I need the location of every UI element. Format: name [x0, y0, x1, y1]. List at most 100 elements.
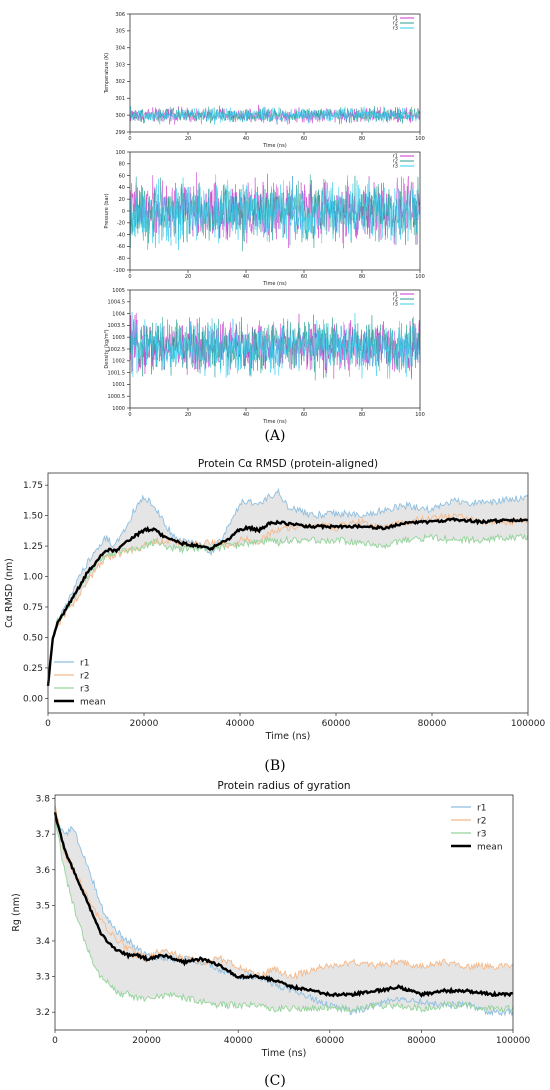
legend-label: r1 [393, 154, 398, 160]
legend-label: r3 [393, 164, 398, 170]
y-tick-label: 3.3 [36, 973, 50, 983]
y-tick-label: -40 [117, 232, 125, 238]
y-tick-label: 306 [115, 12, 125, 18]
x-tick-label: 0 [128, 136, 131, 142]
x-tick-label: 40 [243, 274, 249, 280]
legend-label: r1 [477, 804, 486, 814]
series-line-r3 [129, 106, 421, 125]
y-tick-label: 20 [119, 197, 125, 203]
x-tick-label: 60 [301, 274, 307, 280]
legend-label: r3 [393, 26, 398, 32]
x-tick-label: 100 [415, 136, 425, 142]
x-axis-label: Time (ns) [262, 143, 287, 149]
y-tick-label: -100 [114, 268, 125, 274]
x-tick-label: 0 [52, 1036, 58, 1046]
legend-label: r1 [393, 16, 398, 22]
y-tick-label: 299 [115, 130, 125, 136]
caption-a: (A) [264, 428, 285, 444]
x-tick-label: 0 [128, 412, 131, 418]
y-tick-label: -20 [117, 221, 125, 227]
series-line-r2 [47, 512, 529, 686]
x-axis-label: Time (ns) [262, 281, 287, 287]
legend-label: r2 [393, 21, 398, 27]
y-tick-label: 301 [115, 96, 125, 102]
x-tick-label: 80000 [407, 1036, 436, 1046]
plot-frame-C [54, 794, 514, 1031]
x-tick-label: 40000 [226, 719, 255, 729]
legend-label: r1 [80, 659, 89, 669]
plot-frame-B [47, 472, 529, 714]
legend-label: r3 [80, 685, 89, 695]
x-tick-label: 20 [185, 274, 191, 280]
x-tick-label: 80 [359, 412, 365, 418]
series-line-r1 [54, 814, 514, 1017]
minmax-band [55, 804, 513, 1016]
y-tick-label: 80 [119, 162, 125, 168]
y-axis-label: Rg (nm) [11, 893, 22, 931]
y-tick-label: 0.00 [23, 694, 43, 704]
x-tick-label: 60000 [315, 1036, 344, 1046]
series-line-r3 [54, 815, 514, 1013]
y-axis-label: Temperature (K) [104, 53, 110, 94]
y-tick-label: 1.75 [23, 481, 43, 491]
x-axis-label: Time (ns) [262, 419, 287, 425]
y-tick-label: 0.75 [23, 603, 43, 613]
y-tick-label: 3.4 [36, 937, 51, 947]
legend-label: r3 [477, 830, 486, 840]
x-tick-label: 80 [359, 136, 365, 142]
chart-title: Protein Cα RMSD (protein-aligned) [198, 458, 378, 470]
x-tick-label: 0 [45, 719, 51, 729]
caption-c: (C) [264, 1073, 286, 1089]
y-tick-label: -80 [117, 256, 125, 262]
series-line-r2 [54, 804, 514, 980]
y-tick-label: 3.2 [36, 1008, 50, 1018]
y-tick-label: 305 [115, 29, 125, 35]
x-tick-label: 20 [185, 412, 191, 418]
y-axis-label: Pressure (bar) [104, 193, 110, 228]
y-tick-label: 1.25 [23, 542, 43, 552]
x-axis-label: Time (ns) [261, 1048, 307, 1059]
x-tick-label: 60000 [322, 719, 351, 729]
y-tick-label: 60 [119, 173, 125, 179]
legend-label: r2 [393, 159, 398, 165]
y-tick-label: 3.5 [36, 901, 50, 911]
legend-label: r2 [477, 817, 486, 827]
series-line-r2 [129, 314, 421, 381]
x-tick-label: 80 [359, 274, 365, 280]
x-tick-label: 60 [301, 136, 307, 142]
y-axis-label: Cα RMSD (nm) [4, 558, 15, 628]
x-tick-label: 100000 [496, 1036, 531, 1046]
y-tick-label: 300 [115, 113, 125, 119]
x-tick-label: 40000 [224, 1036, 253, 1046]
y-tick-label: 1001 [112, 382, 125, 388]
y-tick-label: 1000.5 [108, 394, 126, 400]
y-tick-label: 1001.5 [108, 370, 126, 376]
legend-label: mean [477, 843, 503, 853]
caption-b: (B) [264, 758, 285, 774]
y-tick-label: 3.8 [36, 795, 51, 805]
chart-title: Protein radius of gyration [217, 780, 350, 792]
x-tick-label: 20000 [130, 719, 159, 729]
y-tick-label: 1004.5 [108, 300, 126, 306]
y-tick-label: 0.50 [23, 633, 43, 643]
y-tick-label: 1003 [112, 335, 125, 341]
legend-label: r2 [393, 297, 398, 303]
y-tick-label: 1.50 [23, 512, 43, 522]
y-tick-label: 0.25 [23, 664, 43, 674]
y-tick-label: 304 [115, 46, 125, 52]
y-tick-label: 303 [115, 62, 125, 68]
x-tick-label: 40 [243, 136, 249, 142]
series-line-r3 [129, 311, 421, 379]
y-tick-label: 1.00 [23, 573, 43, 583]
x-tick-label: 0 [128, 274, 131, 280]
series-line-r1 [47, 487, 529, 686]
x-tick-label: 100 [415, 412, 425, 418]
x-tick-label: 100000 [511, 719, 546, 729]
x-tick-label: 40 [243, 412, 249, 418]
series-line-mean [53, 812, 514, 998]
lines-layer [46, 104, 529, 1017]
y-tick-label: 40 [119, 185, 125, 191]
y-tick-label: 3.6 [36, 866, 51, 876]
axes-layer: 0 20 40 60 80 100 299 300 301 302 303 304 305 306 Time… [4, 12, 545, 1059]
y-axis-label: Density (kg/m³) [104, 329, 110, 368]
